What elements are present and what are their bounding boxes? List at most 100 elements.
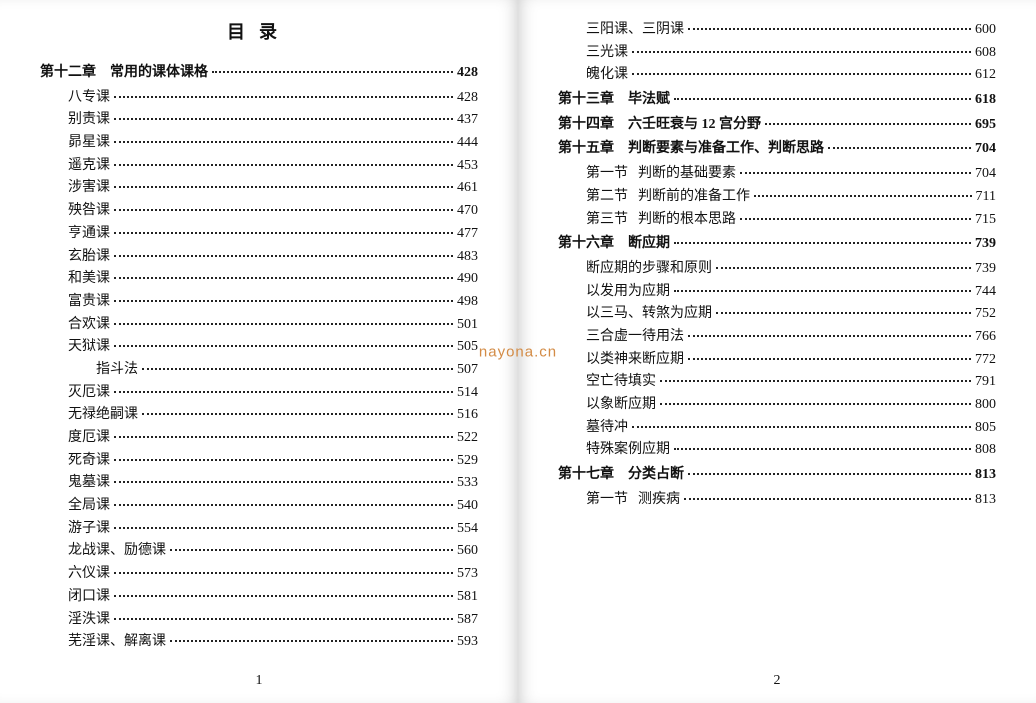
toc-entry: 特殊案例应期 808: [558, 439, 996, 461]
toc-label: 富贵课: [68, 291, 110, 313]
toc-label: 空亡待填实: [586, 371, 656, 393]
toc-page-number: 581: [457, 586, 478, 608]
toc-page-number: 813: [975, 464, 996, 486]
toc-label: 以类神来断应期: [586, 349, 684, 371]
toc-page-number: 600: [975, 19, 996, 41]
toc-label: 闭口课: [68, 586, 110, 608]
toc-label: 特殊案例应期: [586, 439, 670, 461]
toc-leader: [688, 335, 971, 337]
page-right: 三阳课、三阴课600三光课608魄化课612第十三章 毕法赋618第十四章 六壬…: [518, 0, 1036, 703]
toc-leader: [114, 255, 453, 257]
toc-label: 三光课: [586, 42, 628, 64]
toc-leader: [688, 358, 971, 360]
toc-page-number: 608: [975, 42, 996, 64]
toc-page-number: 752: [975, 303, 996, 325]
toc-section-number: 第一节: [586, 489, 628, 511]
toc-page-number: 704: [975, 138, 996, 160]
toc-section-number: 第二节: [586, 186, 628, 208]
toc-label: 判断的基础要素: [638, 163, 736, 185]
toc-leader: [688, 28, 971, 30]
toc-leader: [716, 267, 971, 269]
toc-label: 三合虚一待用法: [586, 326, 684, 348]
toc-leader: [114, 209, 453, 211]
toc-leader: [740, 172, 971, 174]
toc-leader: [674, 290, 971, 292]
toc-chapter: 第十七章 分类占断813: [558, 464, 996, 486]
toc-leader: [674, 448, 971, 450]
toc-label: 别责课: [68, 109, 110, 131]
toc-page-number: 444: [457, 132, 478, 154]
toc-leader: [660, 403, 971, 405]
toc-section: 第三节判断的根本思路715: [558, 209, 996, 231]
page-number-left: 1: [0, 673, 518, 689]
toc-entry: 闭口课 581: [40, 586, 478, 608]
toc-leader: [212, 71, 453, 73]
toc-leader: [674, 242, 971, 244]
toc-page-number: 522: [457, 427, 478, 449]
toc-page-number: 739: [975, 233, 996, 255]
toc-label: 第十二章 常用的课体课格: [40, 62, 208, 84]
toc-entry: 天狱课505: [40, 336, 478, 358]
toc-leader: [114, 391, 453, 393]
toc-page-number: 715: [975, 209, 996, 231]
toc-entry: 殃咎课470: [40, 200, 478, 222]
toc-page-number: 490: [457, 268, 478, 290]
toc-entry: 玄胎课483: [40, 246, 478, 268]
toc-leader: [114, 186, 453, 188]
toc-entry: 遥克课453: [40, 155, 478, 177]
toc-leader: [142, 368, 453, 370]
toc-page-number: 529: [457, 450, 478, 472]
toc-leader: [632, 426, 971, 428]
toc-leader: [142, 413, 453, 415]
toc-entry: 三合虚一待用法766: [558, 326, 996, 348]
toc-leader: [114, 345, 453, 347]
toc-label: 以三马、转煞为应期: [586, 303, 712, 325]
toc-page-number: 514: [457, 382, 478, 404]
toc-page-number: 791: [975, 371, 996, 393]
toc-leader: [114, 141, 453, 143]
toc-page-number: 587: [457, 609, 478, 631]
toc-chapter: 第十六章 断应期739: [558, 233, 996, 255]
toc-entry: 以发用为应期744: [558, 281, 996, 303]
toc-page-number: 540: [457, 495, 478, 517]
toc-leader: [684, 498, 971, 500]
toc-page-number: 808: [975, 439, 996, 461]
toc-label: 断应期的步骤和原则: [586, 258, 712, 280]
toc-label: 第十三章 毕法赋: [558, 89, 670, 111]
toc-leader: [114, 459, 453, 461]
toc-leader: [114, 572, 453, 574]
toc-page-number: 505: [457, 336, 478, 358]
toc-label: 第十四章 六壬旺衰与 12 宫分野: [558, 114, 761, 136]
toc-label: 芜淫课、解离课: [68, 631, 166, 653]
toc-label: 鬼墓课: [68, 472, 110, 494]
toc-label: 殃咎课: [68, 200, 110, 222]
toc-section: 第二节判断前的准备工作711: [558, 186, 996, 208]
toc-label: 亨通课: [68, 223, 110, 245]
toc-leader: [114, 118, 453, 120]
toc-page-number: 554: [457, 518, 478, 540]
toc-leader: [754, 195, 972, 197]
toc-entry: 八专课 428: [40, 87, 478, 109]
toc-leader: [114, 323, 453, 325]
page-left: 目录 第十二章 常用的课体课格428八专课428别责课437昴星课444遥克课4…: [0, 0, 518, 703]
toc-section: 第一节测疾病813: [558, 489, 996, 511]
toc-entry: 三阳课、三阴课600: [558, 19, 996, 41]
toc-entry: 合欢课501: [40, 314, 478, 336]
toc-chapter: 第十四章 六壬旺衰与 12 宫分野695: [558, 114, 996, 136]
toc-page-number: 744: [975, 281, 996, 303]
toc-chapter: 第十三章 毕法赋 618: [558, 89, 996, 111]
toc-label: 第十五章 判断要素与准备工作、判断思路: [558, 138, 824, 160]
toc-entry: 三光课 608: [558, 42, 996, 64]
toc-page-number: 618: [975, 89, 996, 111]
toc-label: 指斗法: [96, 359, 138, 381]
toc-leader: [740, 218, 971, 220]
toc-page-number: 477: [457, 223, 478, 245]
toc-page-number: 428: [457, 87, 478, 109]
toc-label: 龙战课、励德课: [68, 540, 166, 562]
toc-label: 玄胎课: [68, 246, 110, 268]
toc-page-number: 739: [975, 258, 996, 280]
toc-page-number: 498: [457, 291, 478, 313]
toc-page-number: 533: [457, 472, 478, 494]
toc-leader: [114, 277, 453, 279]
toc-label: 八专课: [68, 87, 110, 109]
